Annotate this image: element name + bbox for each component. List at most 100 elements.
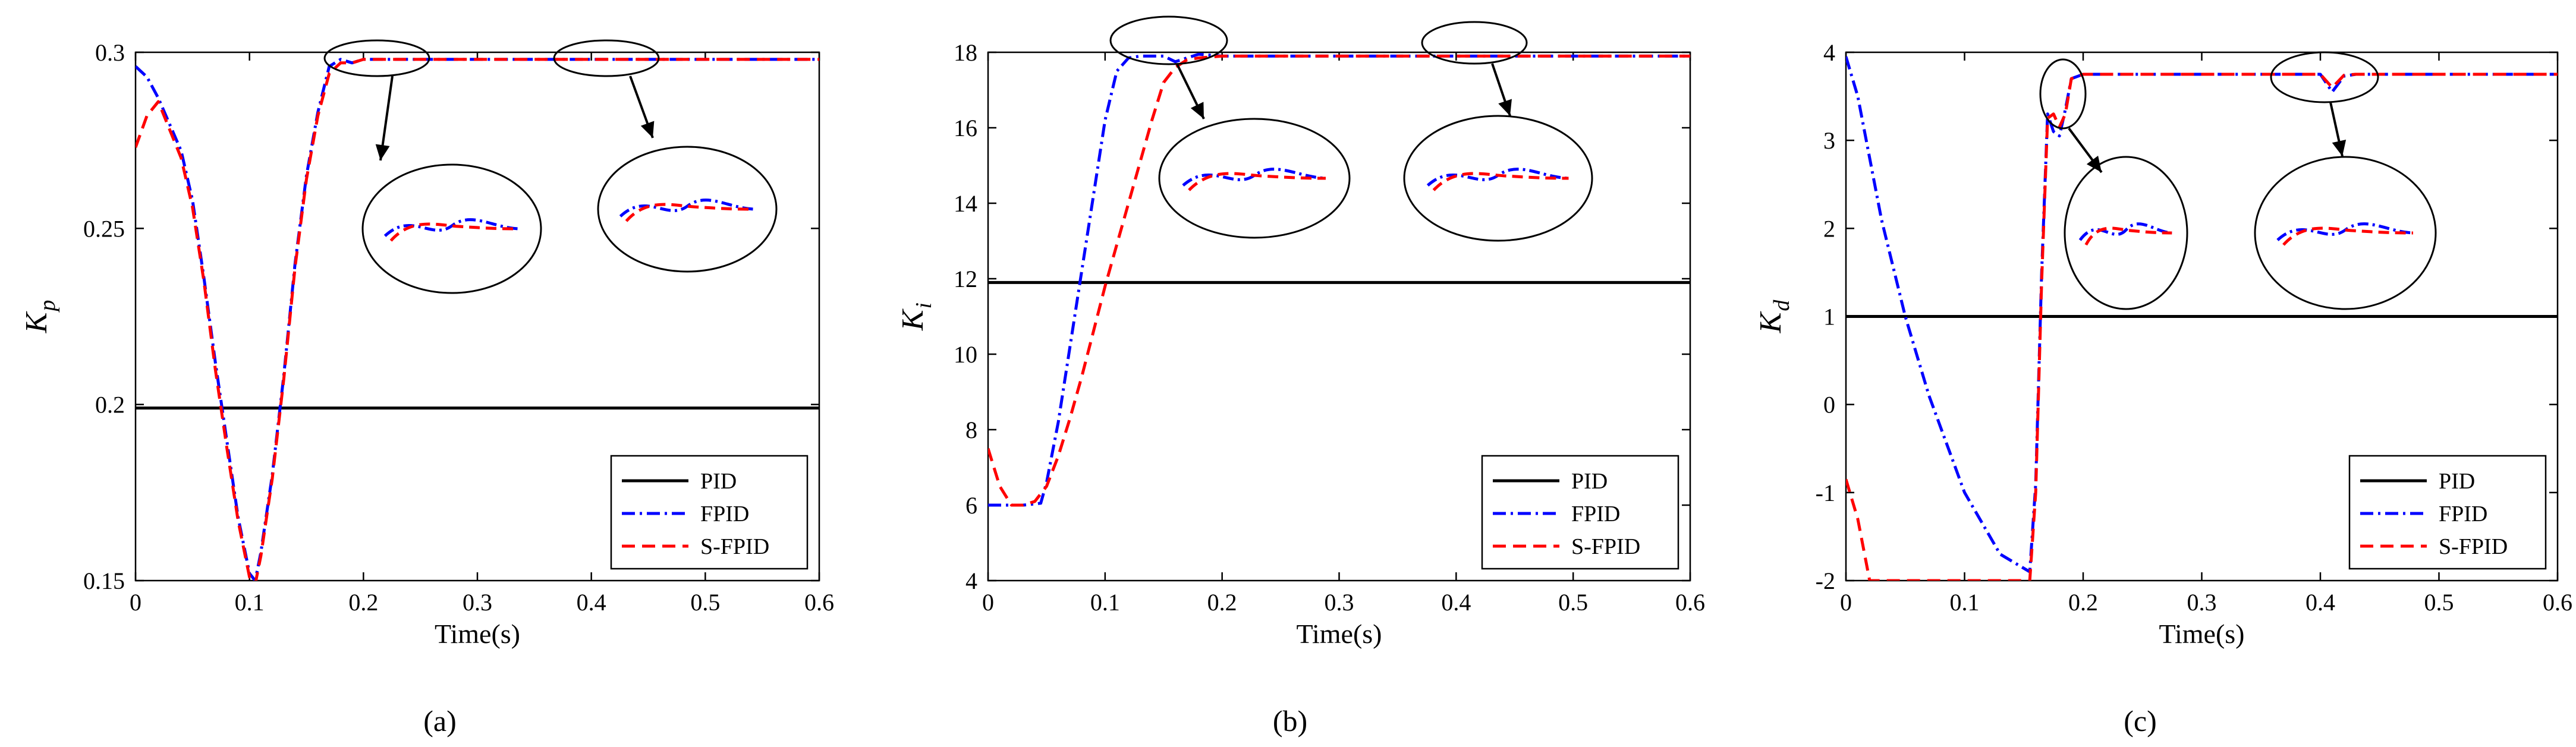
series-line-fpid [1846,56,2558,573]
x-tick-label: 0.4 [2305,589,2335,616]
legend-box [1481,455,1679,570]
chart-panel-2: 0 0.1 0.2 0.3 0.4 0.5 0.6 4 6 8 10 12 14 16 18 Time(s) K… [896,15,1705,737]
y-tick-label: 10 [954,341,977,368]
x-tick-label: 0.5 [690,589,720,616]
callout-arrowhead [2332,140,2347,156]
y-tick-label: 4 [1823,39,1835,66]
zoom-trace-fpid [619,198,754,218]
y-axis-label-sub: i [911,302,936,309]
series-group [136,58,819,581]
x-tick-label: 0.6 [804,589,834,616]
magnifier-ellipse [597,146,778,273]
y-axis-label: Ki [896,302,936,331]
zoom-trace-fpid [1182,168,1326,187]
legend-label: FPID [1571,502,1620,527]
x-axis-label: Time(s) [435,619,520,649]
y-tick-label: 2 [1823,215,1835,242]
y-tick-label: 0.25 [83,215,125,242]
y-axis-label-sub: d [1769,300,1794,311]
x-tick-label: 0.1 [235,589,265,616]
magnifier-ellipse [2254,156,2437,310]
y-tick-label: -1 [1816,480,1835,506]
zoom-ellipse [553,39,660,77]
y-tick-label: 16 [954,115,977,141]
x-tick-label: 0.2 [348,589,378,616]
magnifier-ellipse [1158,118,1351,239]
callout-arrowhead [640,121,655,138]
zoom-trace-sfpid [2084,226,2172,246]
legend-label: FPID [700,502,749,527]
callout-arrowhead [1190,102,1204,119]
x-tick-label: 0.5 [2424,589,2454,616]
y-tick-label: 0.15 [83,568,125,594]
zoom-trace-sfpid [1188,172,1326,191]
magnifier-ellipse [1403,115,1593,242]
legend-label: S-FPID [700,534,769,559]
x-tick-label: 0.3 [463,589,492,616]
figure-caption: (a) [423,704,457,737]
zoom-trace-sfpid [389,222,519,242]
legend-label: FPID [2439,502,2487,527]
y-axis-label: Kd [1754,300,1794,334]
y-tick-label: 6 [965,492,977,519]
zoom-ellipse [323,39,430,77]
figure-caption: (b) [1273,704,1307,737]
chart-panel-1: 0 0.1 0.2 0.3 0.4 0.5 0.6 0.15 0.2 0.25 0.3 Time(s)… [20,39,834,737]
x-axis-label: Time(s) [1297,619,1382,649]
series-group [1846,56,2558,581]
y-tick-label: 0 [1823,392,1835,418]
zoom-trace-fpid [2078,222,2172,241]
x-tick-label: 0.1 [1090,589,1120,616]
zoom-trace-sfpid [625,203,754,222]
y-axis-label-sub: p [35,300,60,313]
series-line-s-fpid [136,58,819,581]
y-axis-label: Kp [20,300,60,334]
series-line-s-fpid [1846,73,2558,581]
y-tick-label: 0.2 [95,392,125,418]
x-tick-label: 0.5 [1558,589,1588,616]
zoom-ellipse [1109,15,1228,65]
legend-label: S-FPID [1571,534,1640,559]
y-tick-label: 4 [965,568,977,594]
callout-arrowhead [1498,99,1512,116]
x-tick-label: 0 [982,589,994,616]
x-tick-label: 0.6 [1675,589,1705,616]
legend-label: PID [1571,469,1608,494]
x-tick-label: 0.3 [1325,589,1354,616]
y-tick-label: 8 [965,417,977,443]
legend-label: S-FPID [2439,534,2508,559]
x-tick-label: 0 [1840,589,1852,616]
legend-label: PID [2439,469,2475,494]
x-tick-label: 0.4 [577,589,606,616]
zoom-ellipse [2039,58,2087,130]
zoom-trace-fpid [383,218,519,237]
zoom-ellipse [2270,51,2379,103]
y-tick-label: 12 [954,266,977,292]
x-tick-label: 0.3 [2187,589,2217,616]
legend-label: PID [700,469,737,494]
legend-box [2348,455,2547,570]
chart-panel-3: 0 0.1 0.2 0.3 0.4 0.5 0.6 -2 -1 0 1 2 3 4 Time(s) Kd PID… [1754,39,2572,737]
y-tick-label: 14 [954,190,977,217]
legend-box [610,455,809,570]
x-tick-label: 0.4 [1441,589,1471,616]
y-tick-label: 0.3 [95,39,125,66]
x-tick-label: 0.6 [2543,589,2572,616]
zoom-ellipse [1421,21,1528,65]
y-tick-label: 3 [1823,127,1835,154]
magnifier-ellipse [361,163,542,294]
x-axis-label: Time(s) [2159,619,2245,649]
y-tick-label: 18 [954,39,977,66]
magnifier-ellipse [2064,156,2188,310]
x-tick-label: 0.1 [1950,589,1980,616]
y-tick-label: -2 [1816,568,1835,594]
zoom-trace-sfpid [2282,226,2414,246]
y-tick-label: 1 [1823,304,1835,330]
x-tick-label: 0.2 [2068,589,2098,616]
callout-arrowhead [2086,155,2102,172]
series-line-s-fpid [988,54,1690,507]
figure-caption: (c) [2124,704,2157,737]
x-tick-label: 0 [130,589,141,616]
x-tick-label: 0.2 [1207,589,1237,616]
